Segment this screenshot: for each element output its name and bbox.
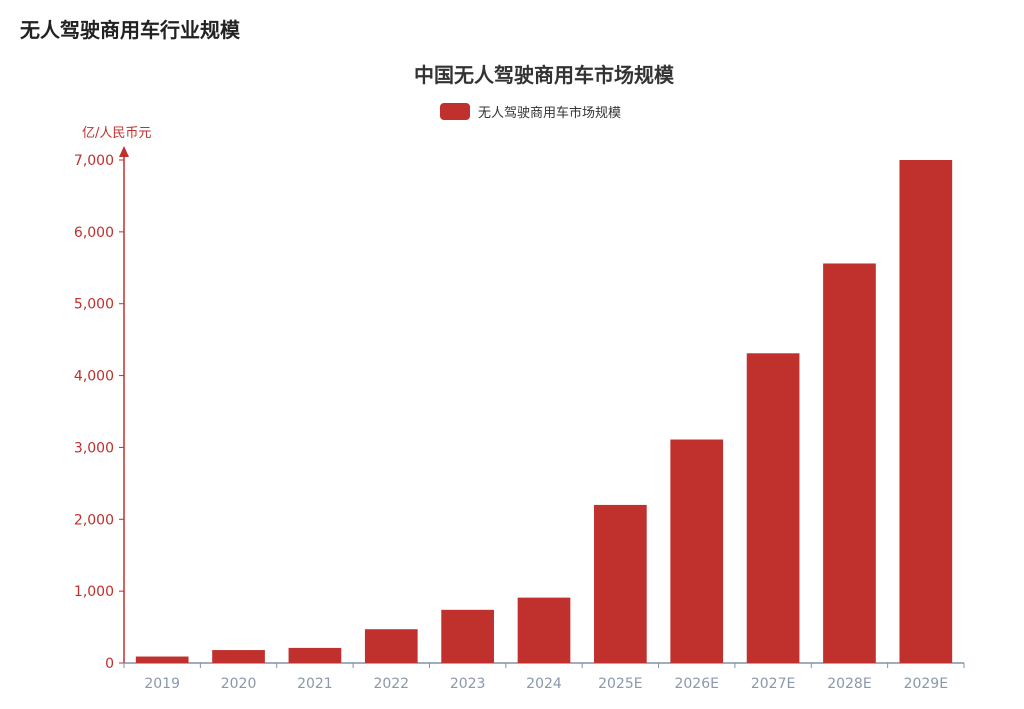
bar[interactable] [135, 656, 189, 663]
bar[interactable] [746, 353, 800, 663]
x-tick-label: 2028E [827, 676, 871, 692]
y-tick-label: 5,000 [74, 297, 114, 313]
bar[interactable] [517, 597, 571, 663]
y-axis-arrow [119, 146, 129, 157]
legend-swatch [440, 103, 470, 120]
y-tick-label: 7,000 [74, 153, 114, 169]
bars [135, 160, 953, 663]
y-tick-label: 2,000 [74, 512, 114, 528]
bar[interactable] [288, 647, 342, 663]
x-tick-label: 2025E [598, 676, 642, 692]
y-tick-label: 4,000 [74, 369, 114, 385]
bar[interactable] [823, 263, 876, 663]
x-tick-label: 2027E [751, 676, 795, 692]
x-tick-label: 2023 [450, 676, 486, 692]
y-axis: 0 1,000 2,000 3,000 4,000 5,000 6,000 7,000 [74, 146, 129, 672]
bar[interactable] [364, 629, 418, 663]
bar[interactable] [441, 609, 494, 663]
bar[interactable] [670, 439, 724, 663]
y-tick-label: 6,000 [74, 225, 114, 241]
y-axis-label: 亿/人民币元 [82, 126, 151, 141]
x-tick-label: 2026E [674, 676, 718, 692]
x-tick-label: 2021 [297, 676, 333, 692]
y-tick-label: 0 [105, 656, 114, 672]
legend-label: 无人驾驶商用车市场规模 [478, 105, 621, 121]
x-tick-label: 2020 [221, 676, 257, 692]
y-tick-label: 3,000 [74, 440, 114, 456]
page-heading: 无人驾驶商用车行业规模 [20, 18, 240, 42]
x-tick-label: 2019 [144, 676, 180, 692]
x-tick-label: 2029E [904, 676, 948, 692]
bar[interactable] [212, 650, 265, 663]
legend[interactable]: 无人驾驶商用车市场规模 [440, 103, 621, 121]
x-axis: 2019 2020 2021 2022 2023 2024 2025E 2026E 2027E 2… [123, 662, 965, 692]
bar[interactable] [594, 504, 647, 663]
chart-title: 中国无人驾驶商用车市场规模 [414, 63, 675, 87]
bar[interactable] [899, 160, 953, 663]
x-tick-label: 2024 [526, 676, 562, 692]
y-tick-label: 1,000 [74, 584, 114, 600]
x-tick-label: 2022 [373, 676, 409, 692]
